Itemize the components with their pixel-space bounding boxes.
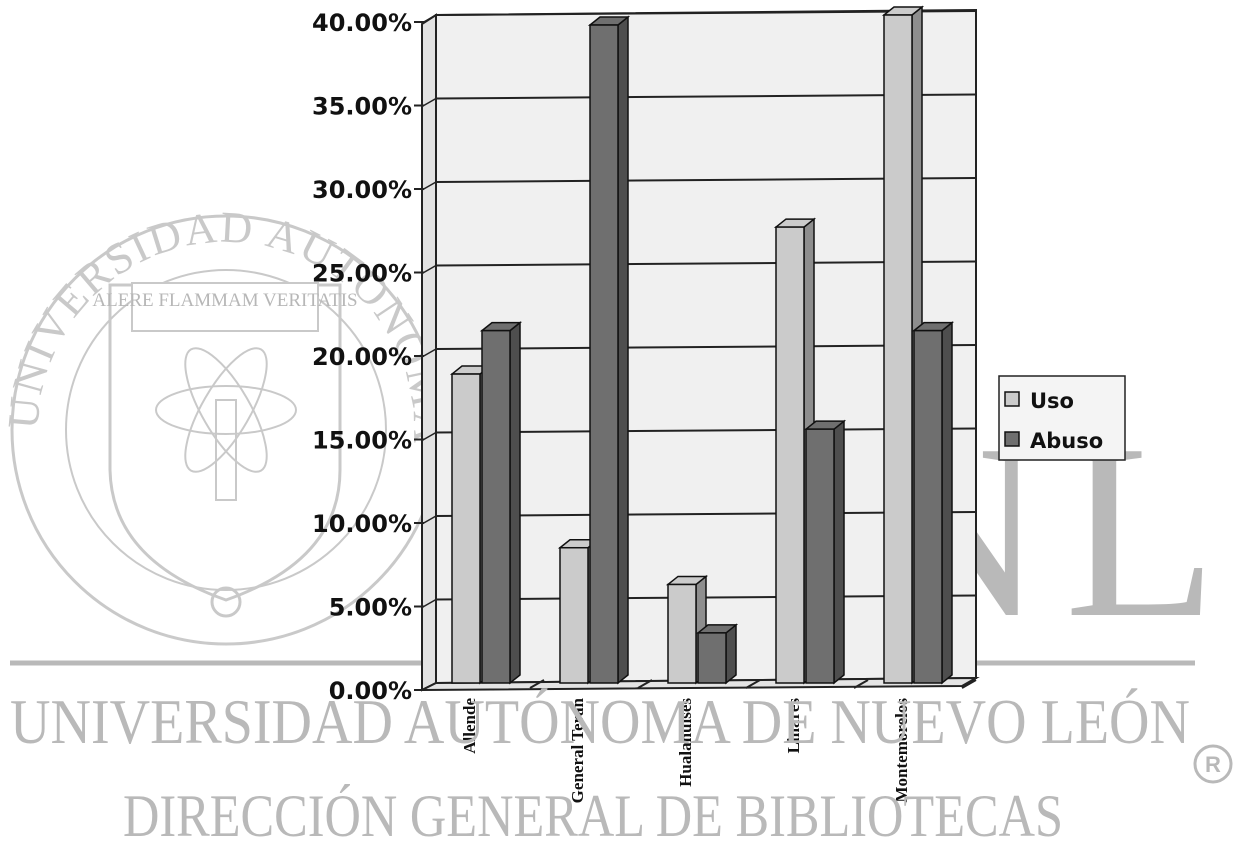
legend-swatch-uso bbox=[1004, 391, 1020, 407]
bar-side-face bbox=[509, 321, 521, 685]
bar-front-face bbox=[805, 428, 835, 684]
seal-shield bbox=[108, 283, 342, 602]
y-axis-ticks: 0.00% 5.00% 10.00% 15.00% 20.00% 25.00% 30.00%… bbox=[312, 9, 424, 705]
legend: Uso Abuso bbox=[998, 375, 1126, 461]
bar-abuso bbox=[911, 321, 955, 685]
gridline-side bbox=[421, 97, 437, 108]
registered-mark-letter: R bbox=[1205, 752, 1221, 777]
x-tick-mark bbox=[637, 679, 653, 689]
y-tick-label: 20.00% bbox=[312, 343, 412, 371]
x-category-label: General Teran bbox=[568, 697, 587, 803]
bar-front-face bbox=[697, 632, 727, 684]
gridline-side bbox=[421, 264, 437, 275]
gridline-side bbox=[421, 14, 437, 24]
y-tick-label: 40.00% bbox=[312, 9, 412, 37]
y-tick-label: 10.00% bbox=[312, 510, 412, 538]
x-category-label: Allende bbox=[460, 698, 479, 754]
y-tick-label: 25.00% bbox=[312, 260, 412, 288]
bar-abuso bbox=[695, 623, 739, 685]
bar-front-face bbox=[775, 226, 805, 684]
y-tick-label: 5.00% bbox=[329, 594, 412, 622]
y-tick-label: 15.00% bbox=[312, 427, 412, 455]
x-category-label: Linares bbox=[784, 698, 803, 754]
registered-mark-icon bbox=[1193, 744, 1233, 784]
x-category-label: Montemorelos bbox=[892, 698, 911, 803]
bar-front-face bbox=[667, 583, 697, 684]
bar-front-face bbox=[589, 24, 619, 684]
bar-front-face bbox=[883, 14, 913, 684]
bar-abuso bbox=[803, 419, 847, 685]
bar-side-face bbox=[833, 419, 845, 685]
bar-front-face bbox=[559, 546, 589, 684]
gridline-side bbox=[421, 515, 437, 525]
gridline-side bbox=[421, 598, 437, 609]
gridline-side bbox=[421, 431, 437, 442]
university-name-watermark: UNIVERSIDAD AUTÓNOMA DE NUEVO LEÓN bbox=[10, 686, 1190, 757]
bar-front-face bbox=[913, 329, 943, 684]
atom-orbit-icon bbox=[184, 347, 268, 473]
bar-side-face bbox=[725, 623, 737, 685]
x-tick-mark bbox=[853, 679, 869, 689]
y-tick-label: 35.00% bbox=[312, 93, 412, 121]
bar-abuso bbox=[479, 321, 523, 685]
y-tick-label: 30.00% bbox=[312, 176, 412, 204]
x-category-label: Hualahuises bbox=[676, 698, 695, 787]
legend-box bbox=[998, 375, 1126, 461]
bar-abuso bbox=[587, 15, 631, 685]
x-tick-mark bbox=[745, 679, 761, 689]
gridline bbox=[435, 10, 977, 16]
seal-ring-icon bbox=[210, 586, 242, 618]
bar-front-face bbox=[451, 373, 481, 684]
legend-label-abuso: Abuso bbox=[1030, 429, 1103, 453]
seal-motto: ALERE FLAMMAM VERITATIS bbox=[92, 290, 357, 311]
bars bbox=[449, 5, 977, 689]
x-axis-labels: Allende General Teran Hualahuises Linares Mo… bbox=[460, 697, 911, 803]
seal-ring-text: UNIVERSIDAD AUTONOMA DE NUEVO LEON bbox=[0, 0, 453, 443]
gridline-side bbox=[421, 181, 437, 191]
x-tick-mark bbox=[529, 679, 545, 689]
atom-orbit-icon bbox=[184, 347, 268, 473]
bar-front-face bbox=[481, 329, 511, 684]
y-tick-label: 0.00% bbox=[329, 677, 412, 705]
gridline-side bbox=[421, 348, 437, 358]
seal-motto-banner bbox=[131, 282, 319, 332]
legend-label-uso: Uso bbox=[1030, 389, 1074, 413]
legend-swatch-abuso bbox=[1004, 431, 1020, 447]
library-direction-watermark: DIRECCIÓN GENERAL DE BIBLIOTECAS bbox=[123, 783, 1063, 841]
x-tick-mark bbox=[961, 679, 977, 689]
atom-orbit-icon bbox=[155, 385, 297, 435]
bar-side-face bbox=[617, 15, 629, 685]
bar-side-face bbox=[941, 321, 953, 685]
torch-icon bbox=[215, 399, 237, 501]
